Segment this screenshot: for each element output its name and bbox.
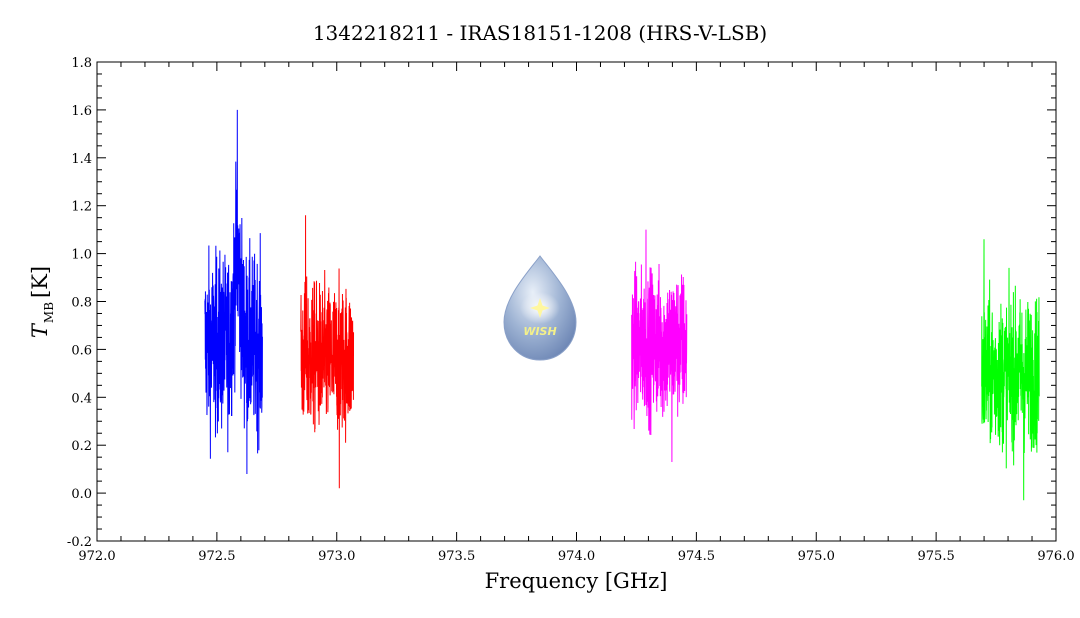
x-tick-label: 973.5 [438, 549, 475, 564]
logo-text: WISH [523, 325, 556, 338]
svg-text:TMB[K]: TMB[K] [28, 266, 56, 338]
chart-title: 1342218211 - IRAS18151-1208 (HRS-V-LSB) [313, 21, 767, 45]
wish-logo: WISH [503, 255, 577, 361]
y-tick-label: 1.4 [71, 152, 92, 167]
x-axis-label: Frequency [GHz] [485, 569, 668, 593]
y-tick-label: 0.2 [71, 439, 92, 454]
x-tick-label: 975.5 [918, 549, 955, 564]
y-tick-label: 1.6 [71, 104, 92, 119]
x-tick-label: 976.0 [1037, 549, 1074, 564]
x-tick-label: 972.5 [198, 549, 235, 564]
y-tick-labels: -0.2 0.0 0.2 0.4 0.6 0.8 1.0 1.2 1.4 1.6 1.8 [67, 56, 92, 550]
series-line-4 [981, 239, 1040, 501]
y-tick-label: 1.0 [71, 248, 92, 263]
star-icon [530, 298, 550, 318]
y-tick-label: 0.6 [71, 343, 92, 358]
series-line-2 [300, 215, 355, 489]
y-tick-label: 0.4 [71, 391, 92, 406]
series-line-3 [631, 229, 688, 462]
plot-axes [96, 61, 1057, 542]
y-tick-label: 0.8 [71, 296, 92, 311]
x-tick-label: 974.5 [678, 549, 715, 564]
y-tick-label: 1.8 [71, 56, 92, 71]
x-tick-labels: 972.0 972.5 973.0 973.5 974.0 974.5 975.0 975.5… [78, 549, 1074, 564]
series-line-1 [204, 109, 263, 474]
x-tick-label: 972.0 [78, 549, 115, 564]
x-tick-label: 973.0 [318, 549, 355, 564]
y-tick-label: 1.2 [71, 200, 92, 215]
y-tick-label: -0.2 [67, 535, 92, 550]
x-tick-label: 974.0 [558, 549, 595, 564]
x-tick-label: 975.0 [798, 549, 835, 564]
plot-series [204, 109, 1040, 501]
y-tick-label: 0.0 [71, 487, 92, 502]
y-axis-label: TMB[K] [28, 266, 56, 338]
